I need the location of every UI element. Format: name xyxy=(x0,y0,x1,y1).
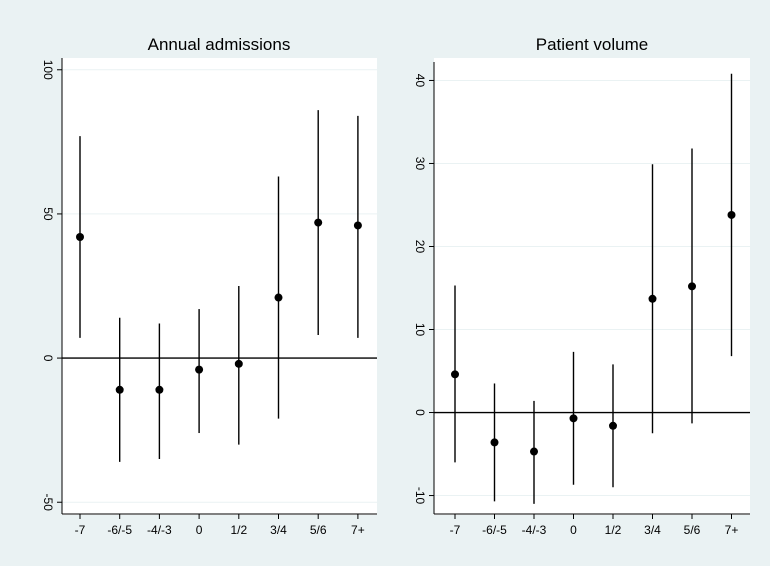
y-tick-label: 40 xyxy=(413,74,427,88)
x-tick-label: 7+ xyxy=(725,523,739,537)
x-tick-label: 3/4 xyxy=(270,523,287,537)
point-estimate xyxy=(353,221,362,230)
x-tick-label: 5/6 xyxy=(310,523,327,537)
point-estimate xyxy=(451,370,459,379)
chart-title: Annual admissions xyxy=(148,35,291,54)
point-estimate xyxy=(569,414,578,423)
x-tick-label: -7 xyxy=(75,523,86,537)
plot-area xyxy=(62,58,377,515)
x-tick-label: 0 xyxy=(196,523,203,537)
point-estimate xyxy=(609,421,617,430)
y-tick-label: 10 xyxy=(413,323,427,337)
point-estimate xyxy=(530,447,538,456)
x-tick-label: -7 xyxy=(450,523,461,537)
x-tick-label: 1/2 xyxy=(605,523,622,537)
point-estimate xyxy=(76,232,84,241)
x-tick-label: -6/-5 xyxy=(482,523,507,537)
panel-patient-volume: Patient volume -10 0 10 20 30 40 -7 -6/-5 -4/-3 0… xyxy=(413,35,750,537)
point-estimate xyxy=(688,282,696,291)
point-estimate xyxy=(155,385,164,394)
x-tick-label: 1/2 xyxy=(230,523,247,537)
x-tick-label: -6/-5 xyxy=(107,523,132,537)
point-estimate xyxy=(490,438,499,447)
x-tick-label: 7+ xyxy=(351,523,365,537)
point-estimate xyxy=(195,365,204,374)
x-tick-label: 5/6 xyxy=(684,523,701,537)
y-tick-label: 20 xyxy=(413,240,427,254)
y-tick-label: 100 xyxy=(41,60,55,80)
x-tick-label: 3/4 xyxy=(644,523,661,537)
y-tick-label: 0 xyxy=(413,409,427,416)
point-estimate xyxy=(234,359,243,368)
x-tick-label: -4/-3 xyxy=(147,523,172,537)
plot-area xyxy=(434,58,750,515)
point-estimate xyxy=(314,218,323,227)
panel-annual-admissions: Annual admissions -50 0 50 100 -7 -6/-5 -4/-3 0… xyxy=(41,35,377,537)
y-tick-label: 30 xyxy=(413,157,427,171)
x-tick-label: -4/-3 xyxy=(522,523,547,537)
y-tick-label: 0 xyxy=(41,355,55,362)
y-tick-label: -50 xyxy=(41,494,55,512)
x-tick-label: 0 xyxy=(570,523,577,537)
y-tick-label: -10 xyxy=(413,487,427,505)
point-estimate xyxy=(727,210,736,219)
point-estimate xyxy=(648,294,657,303)
y-tick-label: 50 xyxy=(41,207,55,221)
point-estimate xyxy=(115,385,124,394)
point-estimate xyxy=(274,293,283,302)
chart-title: Patient volume xyxy=(536,35,648,54)
